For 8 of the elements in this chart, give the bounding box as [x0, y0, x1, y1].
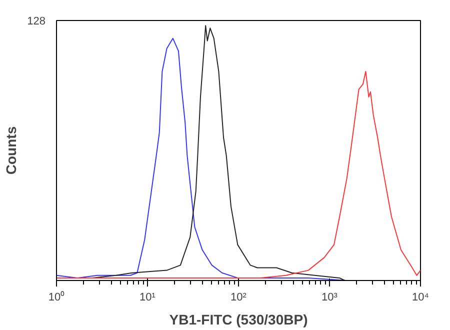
x-tick-label: 10¹: [140, 292, 156, 304]
x-tick-label: 10⁰: [48, 290, 65, 304]
x-tick-label: 10²: [230, 292, 247, 304]
x-axis-title: YB1-FITC (530/30BP): [169, 312, 308, 328]
x-tick-label: 10⁴: [412, 292, 430, 304]
y-axis-title: Counts: [3, 126, 20, 175]
x-tick-label: 10³: [322, 292, 338, 304]
text: 128: [27, 16, 46, 28]
